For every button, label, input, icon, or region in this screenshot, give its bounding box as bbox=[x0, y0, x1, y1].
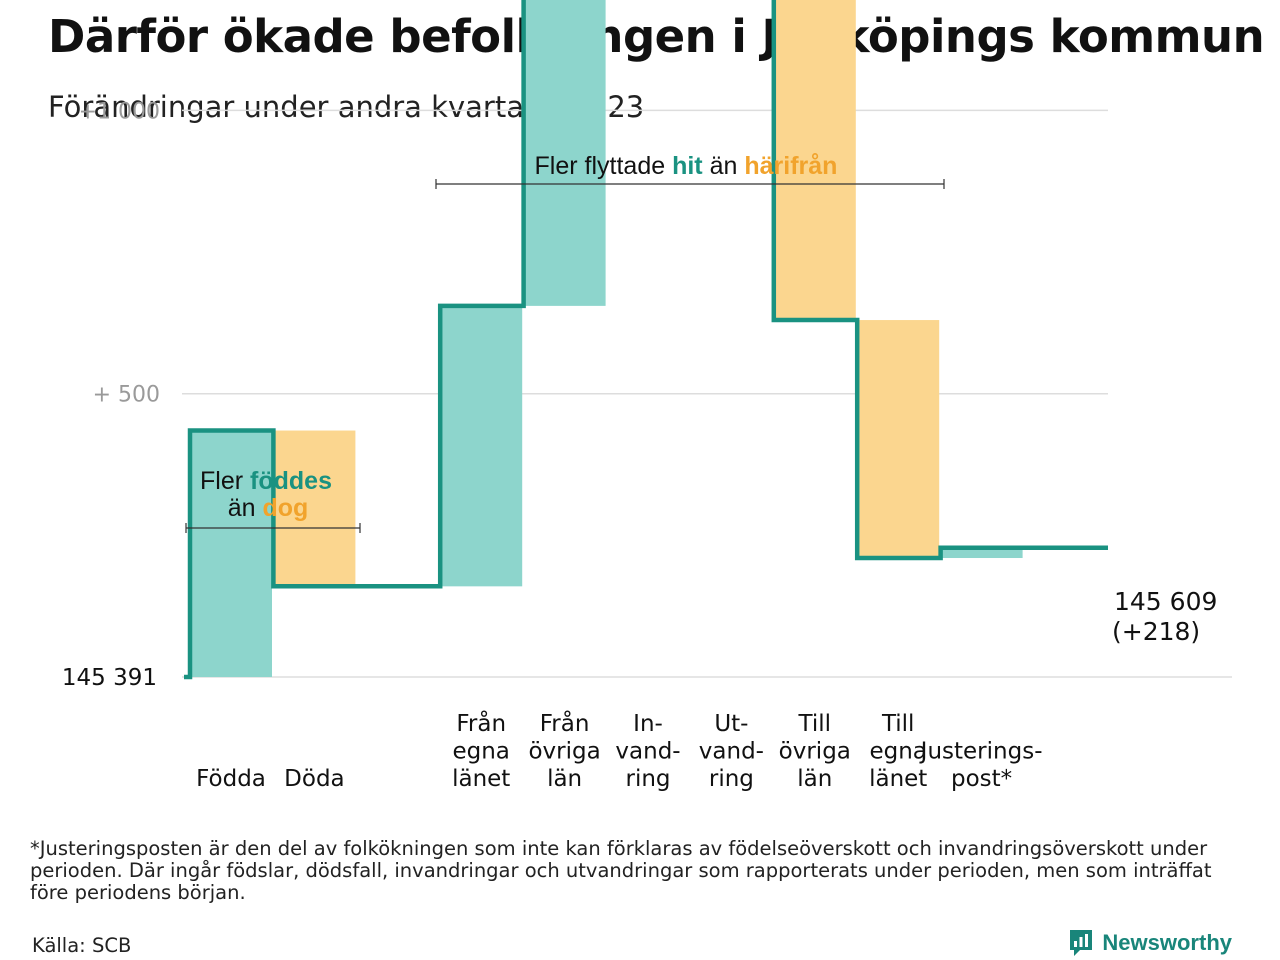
bar-increase bbox=[190, 430, 272, 677]
gridlines bbox=[182, 109, 1232, 678]
brand-logo[interactable]: Newsworthy bbox=[1068, 928, 1232, 958]
x-category-label: Justerings- bbox=[919, 739, 1043, 765]
annotation-migration-text: Fler flyttade hit än härifrån bbox=[535, 152, 838, 180]
annotation-migration-bracket bbox=[435, 179, 945, 189]
source-credit: Källa: SCB bbox=[32, 934, 132, 957]
x-category-label: Ut- bbox=[714, 711, 748, 737]
annotation-births-line1: Fler föddes bbox=[200, 467, 332, 495]
start-value-label: 145 391 bbox=[62, 665, 157, 691]
x-category-label: övriga bbox=[779, 739, 851, 765]
y-tick-label: +1 000 bbox=[79, 99, 160, 124]
x-category-label: Till bbox=[881, 711, 915, 737]
x-category-label: vand- bbox=[615, 739, 680, 765]
newsworthy-logo-icon bbox=[1070, 930, 1093, 956]
x-category-label: egna bbox=[452, 739, 509, 765]
labels: + 500+1 000+1 500145 391FöddaDödaFrånegn… bbox=[62, 99, 1218, 792]
x-category-label: Från bbox=[456, 709, 506, 737]
x-category-label: länet bbox=[452, 766, 510, 792]
x-category-label: länet bbox=[869, 766, 927, 792]
bar-decrease bbox=[273, 430, 356, 587]
x-category-label: ring bbox=[625, 766, 670, 792]
chart-title: Därför ökade befolkningen i Jönköpings k… bbox=[48, 10, 1265, 63]
end-value-label: 145 609 bbox=[1114, 587, 1217, 616]
y-tick-label: + 500 bbox=[93, 383, 160, 408]
x-category-label: övriga bbox=[528, 739, 600, 765]
bar-increase bbox=[523, 0, 606, 306]
x-category-label: Från bbox=[540, 709, 590, 737]
x-category-label: In- bbox=[633, 711, 663, 737]
x-category-label: post* bbox=[951, 766, 1012, 792]
x-category-label: län bbox=[547, 766, 582, 792]
x-category-label: vand- bbox=[699, 739, 764, 765]
footnote: *Justeringsposten är den del av folkökni… bbox=[30, 837, 1212, 904]
end-change-label: (+218) bbox=[1112, 617, 1200, 646]
bar-increase bbox=[940, 547, 1023, 559]
annotation-births: Fler föddes än dog bbox=[185, 467, 361, 533]
bar-decrease bbox=[857, 320, 940, 559]
annotation-migration: Fler flyttade hit än härifrån bbox=[435, 152, 945, 189]
x-category-label: ring bbox=[709, 766, 754, 792]
x-category-label: egna bbox=[869, 739, 926, 765]
bars bbox=[190, 0, 1023, 677]
x-category-label: Döda bbox=[284, 766, 344, 792]
x-category-label: Till bbox=[798, 711, 832, 737]
brand-name: Newsworthy bbox=[1102, 930, 1232, 955]
x-category-label: Födda bbox=[196, 766, 266, 792]
annotation-births-line2: än dog bbox=[228, 494, 309, 522]
step-line-group bbox=[184, 0, 1108, 680]
bar-increase bbox=[440, 305, 523, 587]
annotation-births-bracket bbox=[185, 523, 361, 533]
x-category-label: län bbox=[797, 766, 832, 792]
waterfall-chart: + 500+1 000+1 500145 391FöddaDödaFrånegn… bbox=[62, 0, 1232, 792]
bar-decrease bbox=[773, 0, 856, 321]
step-line bbox=[184, 0, 1108, 680]
